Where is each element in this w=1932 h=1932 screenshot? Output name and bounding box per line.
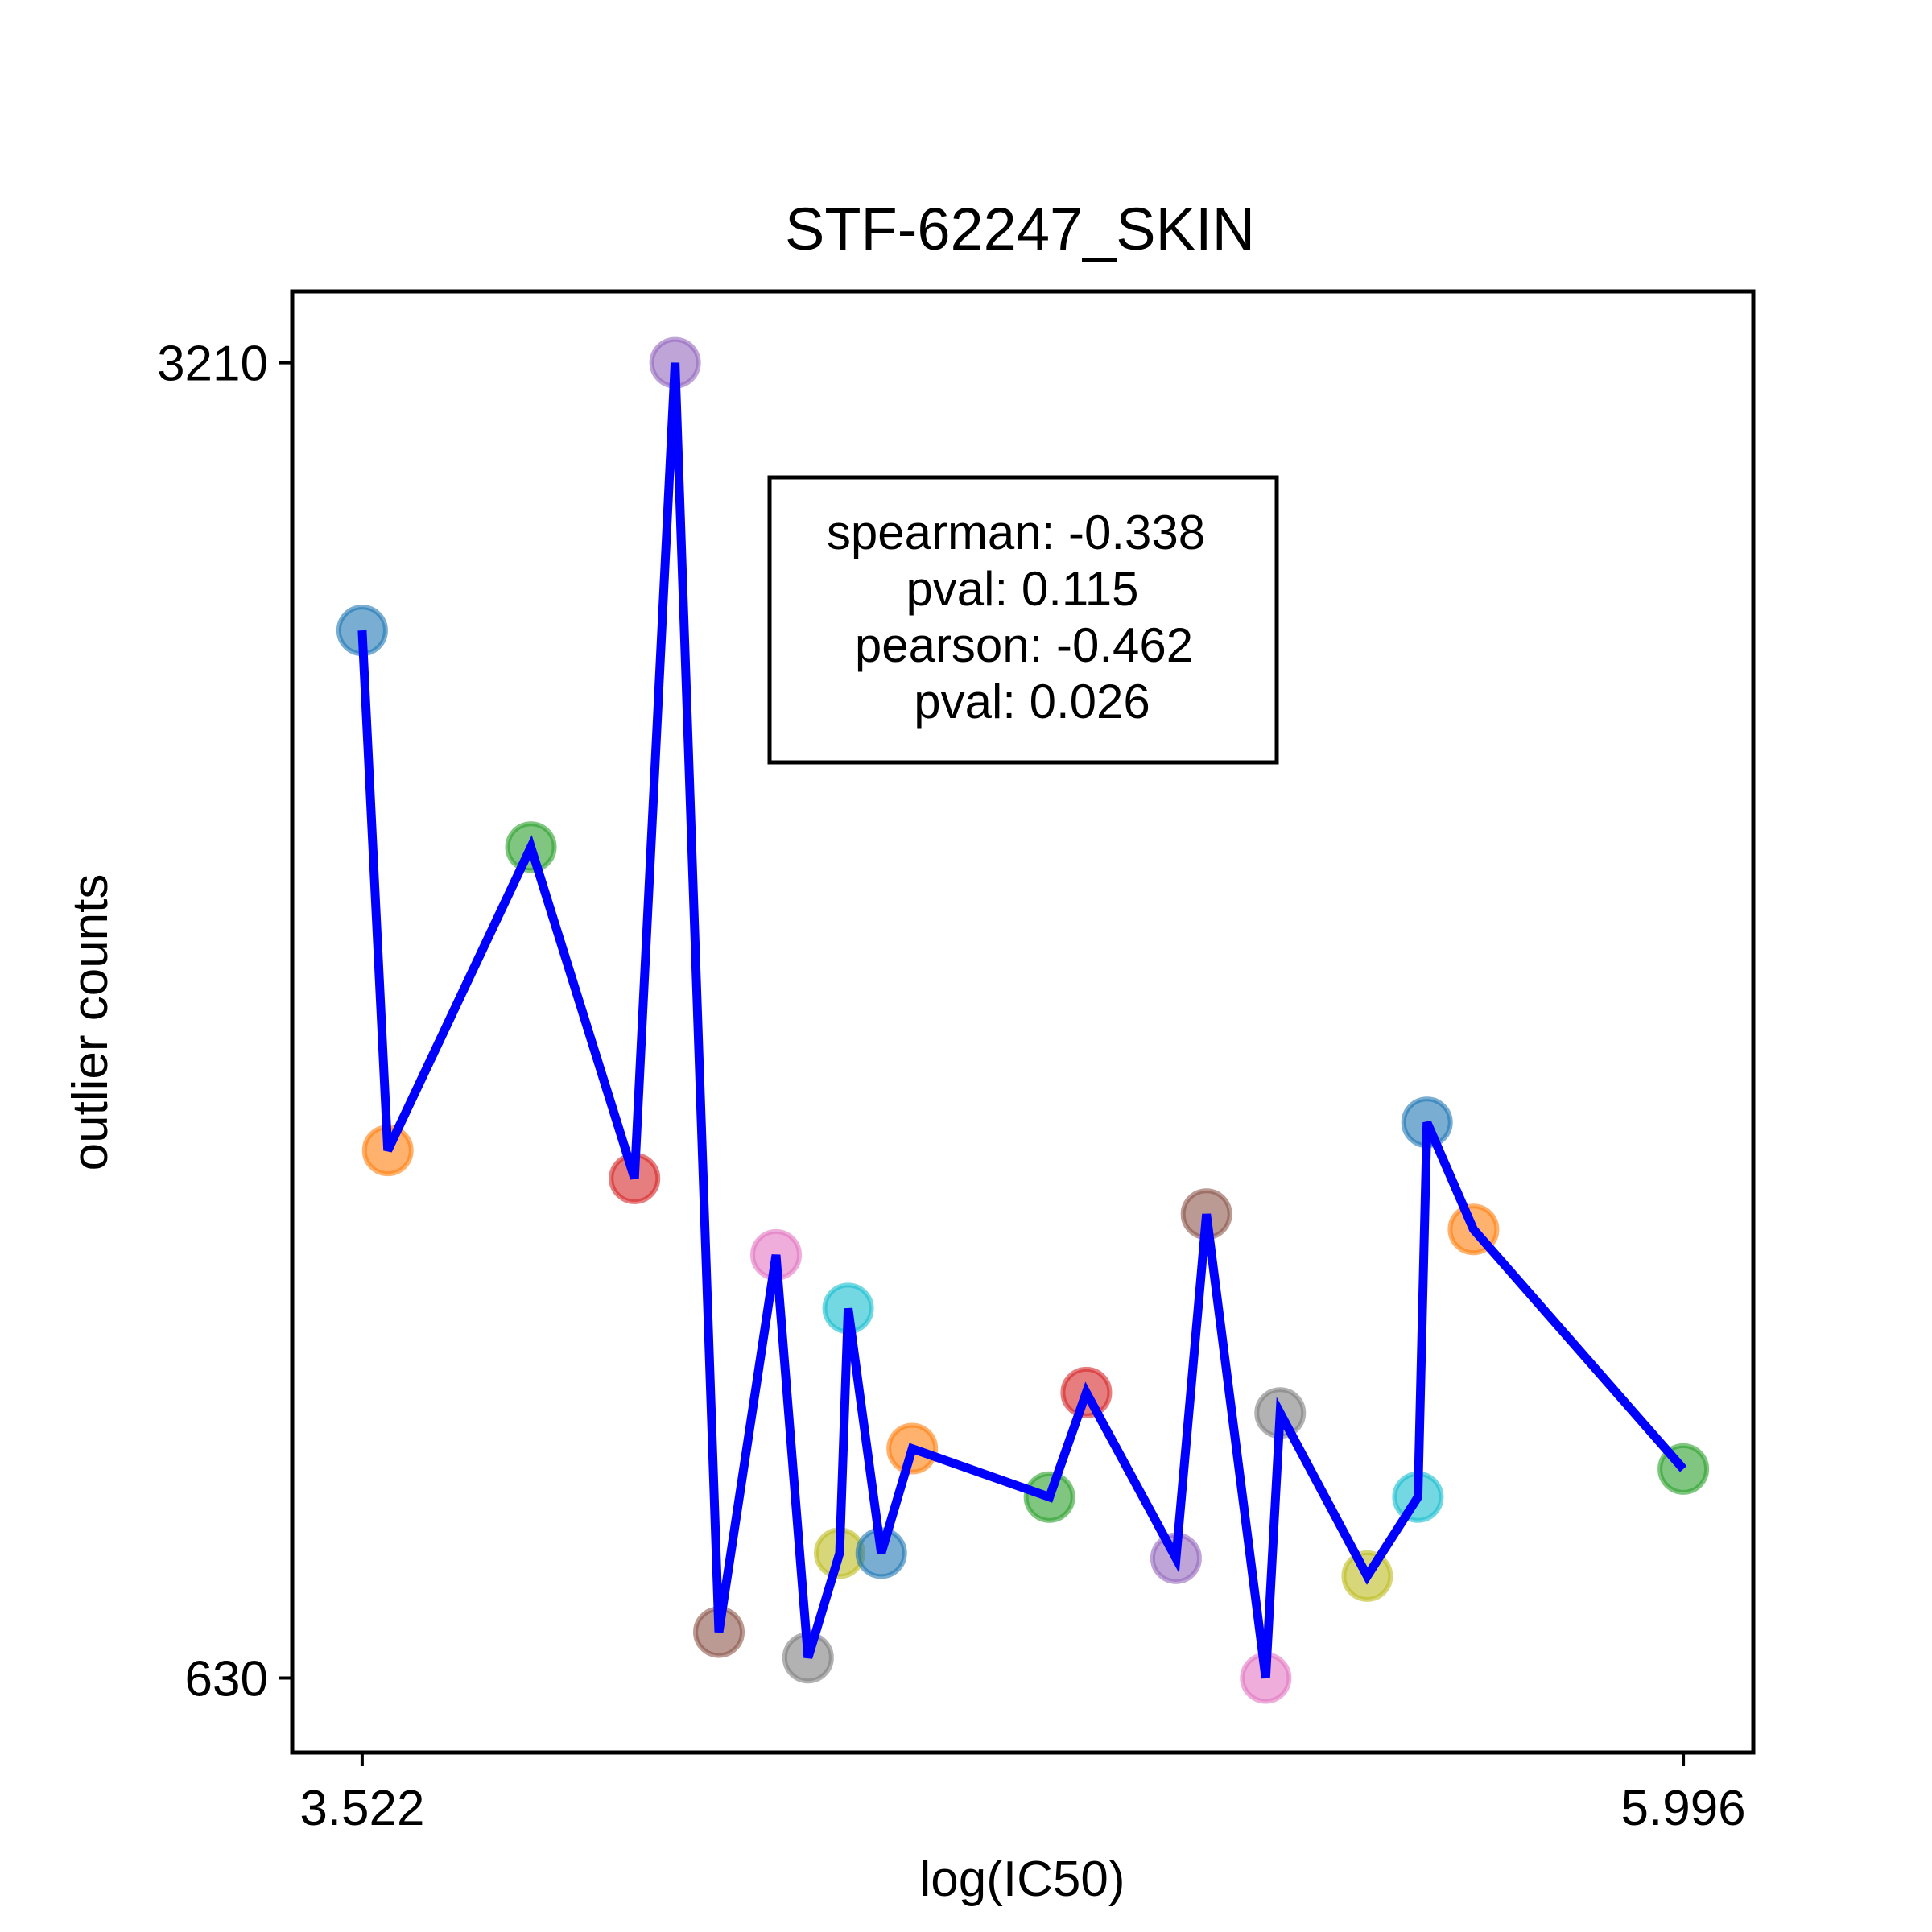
plot-frame — [290, 289, 1756, 1755]
x-axis-label: log(IC50) — [920, 1852, 1125, 1907]
series-line — [357, 362, 1687, 1679]
plot-area — [336, 336, 1710, 1704]
y-tick-label-2: 3210 — [157, 336, 268, 392]
y-axis: 630 3210 — [157, 336, 292, 1707]
x-tick-label-2: 5.996 — [1621, 1781, 1746, 1836]
y-tick-label-1: 630 — [185, 1652, 268, 1707]
x-tick-label-1: 3.522 — [299, 1781, 424, 1836]
stats-pearson: pearson: -0.462 — [855, 618, 1193, 672]
chart-title: STF-62247_SKIN — [785, 196, 1255, 262]
stats-pearson-pval: pval: 0.026 — [914, 675, 1150, 729]
stats-spearman: spearman: -0.338 — [827, 506, 1205, 559]
stats-box-frame — [767, 475, 1279, 765]
x-axis: 3.522 5.996 — [299, 1752, 1746, 1836]
stats-spearman-pval: pval: 0.115 — [906, 562, 1138, 616]
stats-box: spearman: -0.338 pval: 0.115 pearson: -0… — [767, 475, 1279, 765]
y-axis-label: outlier counts — [63, 874, 118, 1171]
